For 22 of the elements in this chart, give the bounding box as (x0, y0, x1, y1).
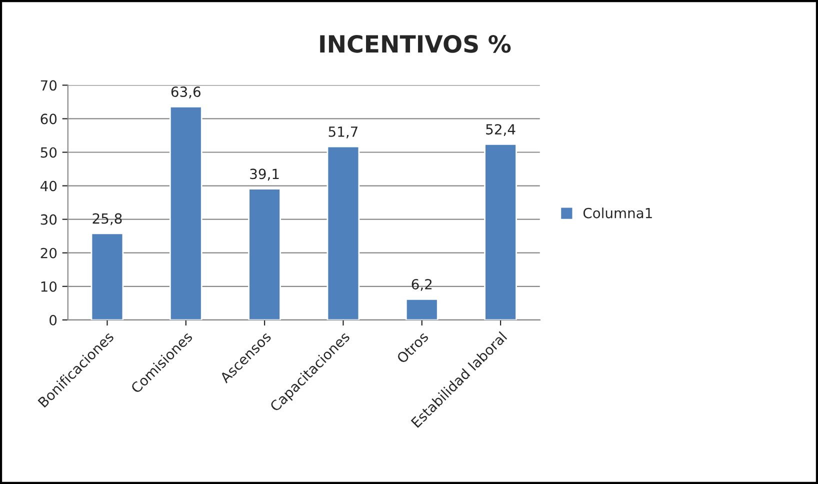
bar (326, 146, 360, 320)
bar (405, 298, 438, 320)
y-tick-label: 30 (40, 214, 57, 225)
data-label: 52,4 (486, 124, 516, 136)
data-label: 39,1 (250, 168, 279, 181)
bar (248, 188, 281, 320)
data-label: 51,7 (328, 126, 358, 138)
chart-title: INCENTIVOS % (320, 34, 511, 53)
legend-label: Columna1 (583, 208, 652, 218)
y-tick-label: 50 (40, 147, 57, 158)
y-tick-label: 60 (40, 114, 57, 124)
y-tick-label: 20 (40, 248, 57, 258)
y-tick-label: 0 (50, 314, 57, 326)
data-label: 25,8 (92, 213, 122, 226)
bar (90, 232, 124, 320)
bar (484, 144, 517, 320)
y-tick-label: 40 (40, 180, 57, 192)
bar (169, 106, 202, 320)
data-label: 63,6 (171, 86, 200, 98)
y-tick-label: 70 (40, 80, 57, 91)
y-tick-label: 10 (41, 281, 57, 292)
data-label: 6,2 (412, 278, 432, 291)
